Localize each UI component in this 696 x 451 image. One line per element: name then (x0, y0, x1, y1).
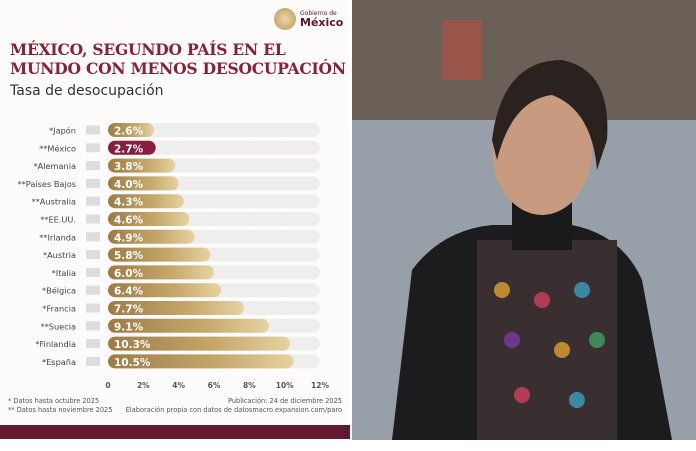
bar-11 (108, 318, 269, 333)
flag-icon (86, 303, 100, 313)
bar-track (108, 140, 320, 155)
source-note: Elaboración propia con datos de datosmac… (125, 406, 342, 414)
bar-7 (108, 247, 211, 262)
bar-track (108, 123, 320, 137)
x-tick-label: 12% (311, 381, 329, 390)
category-label: *Bélgica (42, 286, 76, 296)
flag-icon (86, 143, 100, 153)
category-label: **Australia (32, 197, 76, 207)
value-label: 10.3% (114, 339, 151, 351)
flag-icon (86, 125, 100, 135)
subtitle: Tasa de desocupación (10, 83, 164, 99)
value-label: 4.0% (114, 179, 144, 191)
flag-icon (86, 356, 100, 366)
footnotes-left: * Datos hasta octubre 2025 ** Datos hasta… (8, 397, 112, 415)
flag-icon (86, 339, 100, 349)
bar-4 (108, 194, 184, 209)
logo-line2: México (300, 16, 344, 29)
value-label: 10.5% (114, 357, 151, 369)
value-label: 3.8% (114, 161, 144, 173)
bar-9 (108, 283, 222, 298)
flag-icon (86, 250, 100, 260)
x-tick-label: 0 (105, 381, 110, 390)
bar-13 (108, 354, 294, 369)
footnote-2: ** Datos hasta noviembre 2025 (8, 406, 113, 414)
bar-6 (108, 229, 195, 244)
bar-10 (108, 301, 245, 315)
seal-icon (274, 8, 296, 30)
flag-icon (86, 178, 100, 188)
value-label: 9.1% (114, 321, 144, 333)
bar-12 (108, 336, 290, 351)
x-tick-label: 10% (276, 381, 294, 390)
x-tick-label: 6% (208, 381, 221, 390)
category-label: *Italia (52, 268, 76, 278)
footnote-1: * Datos hasta octubre 2025 (8, 397, 100, 405)
category-label: **México (39, 143, 76, 153)
bar-0 (108, 123, 154, 137)
flag-icon (86, 321, 100, 331)
value-label: 5.8% (114, 250, 144, 262)
flag-icon (86, 232, 100, 242)
title-line2: MUNDO CON MENOS DESOCUPACIÓN (10, 59, 346, 78)
bar-3 (108, 176, 179, 191)
flag-icon (86, 196, 100, 206)
value-label: 6.4% (114, 286, 144, 298)
category-label: *Finlandia (35, 339, 76, 349)
value-label: 6.0% (114, 268, 144, 280)
x-tick-label: 8% (243, 381, 256, 390)
category-label: *Japón (49, 126, 76, 136)
bar-chart: *Japón 2.6% **México 2.7% *Alemania 3.8% **Paí… (18, 123, 329, 390)
category-label: *Alemania (34, 161, 76, 171)
bar-5 (108, 212, 190, 226)
bar-1 (108, 140, 156, 155)
value-label: 7.7% (114, 304, 144, 316)
portrait-photo (352, 0, 696, 440)
value-label: 4.9% (114, 232, 144, 244)
logo-line1: Gobierno de (300, 10, 337, 17)
flag-icon (86, 214, 100, 224)
value-label: 4.3% (114, 197, 144, 209)
value-label: 2.6% (114, 126, 144, 138)
category-label: *Austria (43, 250, 76, 260)
category-label: **EE.UU. (40, 215, 76, 225)
x-tick-label: 2% (137, 381, 150, 390)
bar-8 (108, 265, 214, 280)
gobierno-logo: Gobierno de México (274, 8, 343, 30)
bar-2 (108, 158, 176, 173)
x-tick-label: 4% (172, 381, 185, 390)
value-label: 2.7% (114, 143, 144, 155)
flag-icon (86, 161, 100, 171)
footnotes-right: Publicación: 24 de diciembre 2025 Elabora… (126, 397, 342, 415)
flag-icon (86, 267, 100, 277)
title-line1: MÉXICO, SEGUNDO PAÍS EN EL (10, 40, 286, 59)
publication-date: Publicación: 24 de diciembre 2025 (227, 397, 342, 405)
category-label: **Irlanda (39, 232, 76, 242)
footer-band (0, 425, 350, 439)
infographic-panel: Gobierno de México MÉXICO, SEGUNDO PAÍS E… (0, 0, 350, 440)
category-label: **Suecia (41, 321, 76, 331)
flag-icon (86, 285, 100, 295)
page-title: MÉXICO, SEGUNDO PAÍS EN EL MUNDO CON MENO… (10, 40, 346, 78)
category-label: **Países Bajos (18, 179, 76, 189)
category-label: *España (42, 357, 76, 367)
category-label: *Francia (42, 304, 76, 314)
value-label: 4.6% (114, 215, 144, 227)
